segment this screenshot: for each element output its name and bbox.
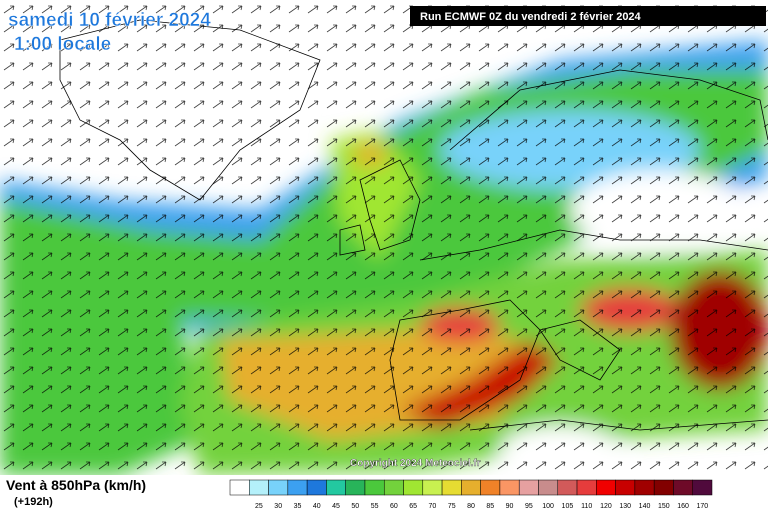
scale-swatch: [615, 479, 636, 496]
scale-label: 120: [600, 503, 612, 510]
scale-swatch: [499, 479, 520, 496]
coastlines: [59, 19, 768, 431]
scale-label: 80: [467, 503, 475, 510]
scale-label: 130: [619, 503, 631, 510]
scale-swatch: [653, 479, 674, 496]
run-banner: [410, 6, 766, 26]
scale-swatch: [364, 479, 385, 496]
scale-swatch: [557, 479, 578, 496]
color-scale: 25 30 35 40 45 50 55 60 65 70 75 80 85 90 95 100 105 110 1…: [229, 479, 713, 510]
scale-label: 35: [294, 503, 302, 510]
scale-swatch: [249, 479, 269, 496]
scale-label: 90: [506, 503, 514, 510]
scale-swatch: [634, 479, 655, 496]
scale-swatch: [326, 479, 346, 496]
copyright: Copyright 2024 Meteociel.fr: [350, 458, 481, 469]
scale-swatch: [345, 479, 366, 496]
map-time: 1:00 locale: [14, 34, 111, 55]
scale-label: 40: [313, 503, 321, 510]
legend-subtitle: (+192h): [14, 496, 53, 508]
scale-label: 105: [562, 503, 574, 510]
scale-swatch: [518, 479, 539, 496]
legend-title: Vent à 850hPa (km/h): [6, 477, 146, 493]
scale-swatch: [422, 479, 443, 496]
scale-label: 65: [409, 503, 417, 510]
scale-swatch: [287, 479, 308, 496]
scale-label: 30: [274, 503, 282, 510]
scale-label: 160: [677, 503, 689, 510]
scale-swatch: [441, 479, 462, 496]
scale-label: 50: [351, 503, 359, 510]
scale-swatch: [596, 479, 616, 496]
scale-label: 150: [658, 503, 670, 510]
scale-swatch: [229, 479, 250, 496]
scale-swatch: [306, 479, 327, 496]
scale-label: 45: [332, 503, 340, 510]
scale-label: 170: [697, 503, 709, 510]
scale-label: 55: [371, 503, 379, 510]
scale-label: 70: [429, 503, 437, 510]
scale-swatch: [268, 479, 289, 496]
scale-label: 95: [525, 503, 533, 510]
scale-swatch: [461, 479, 481, 496]
scale-label: 110: [581, 503, 592, 510]
scale-label: 85: [486, 503, 494, 510]
scale-swatch: [383, 479, 404, 496]
scale-swatch: [403, 479, 424, 496]
scale-swatch: [480, 479, 501, 496]
scale-swatch: [673, 479, 693, 496]
scale-swatch: [538, 479, 559, 496]
scale-label: 140: [639, 503, 651, 510]
scale-label: 100: [542, 503, 554, 510]
scale-label: 25: [255, 503, 263, 510]
wind-field: [0, 0, 768, 475]
scale-label: 75: [448, 503, 456, 510]
run-info: Run ECMWF 0Z du vendredi 2 février 2024: [420, 11, 642, 23]
scale-swatch: [576, 479, 597, 496]
scale-swatch: [692, 479, 713, 496]
map-title: samedi 10 février 2024: [8, 10, 211, 31]
scale-label: 60: [390, 503, 398, 510]
